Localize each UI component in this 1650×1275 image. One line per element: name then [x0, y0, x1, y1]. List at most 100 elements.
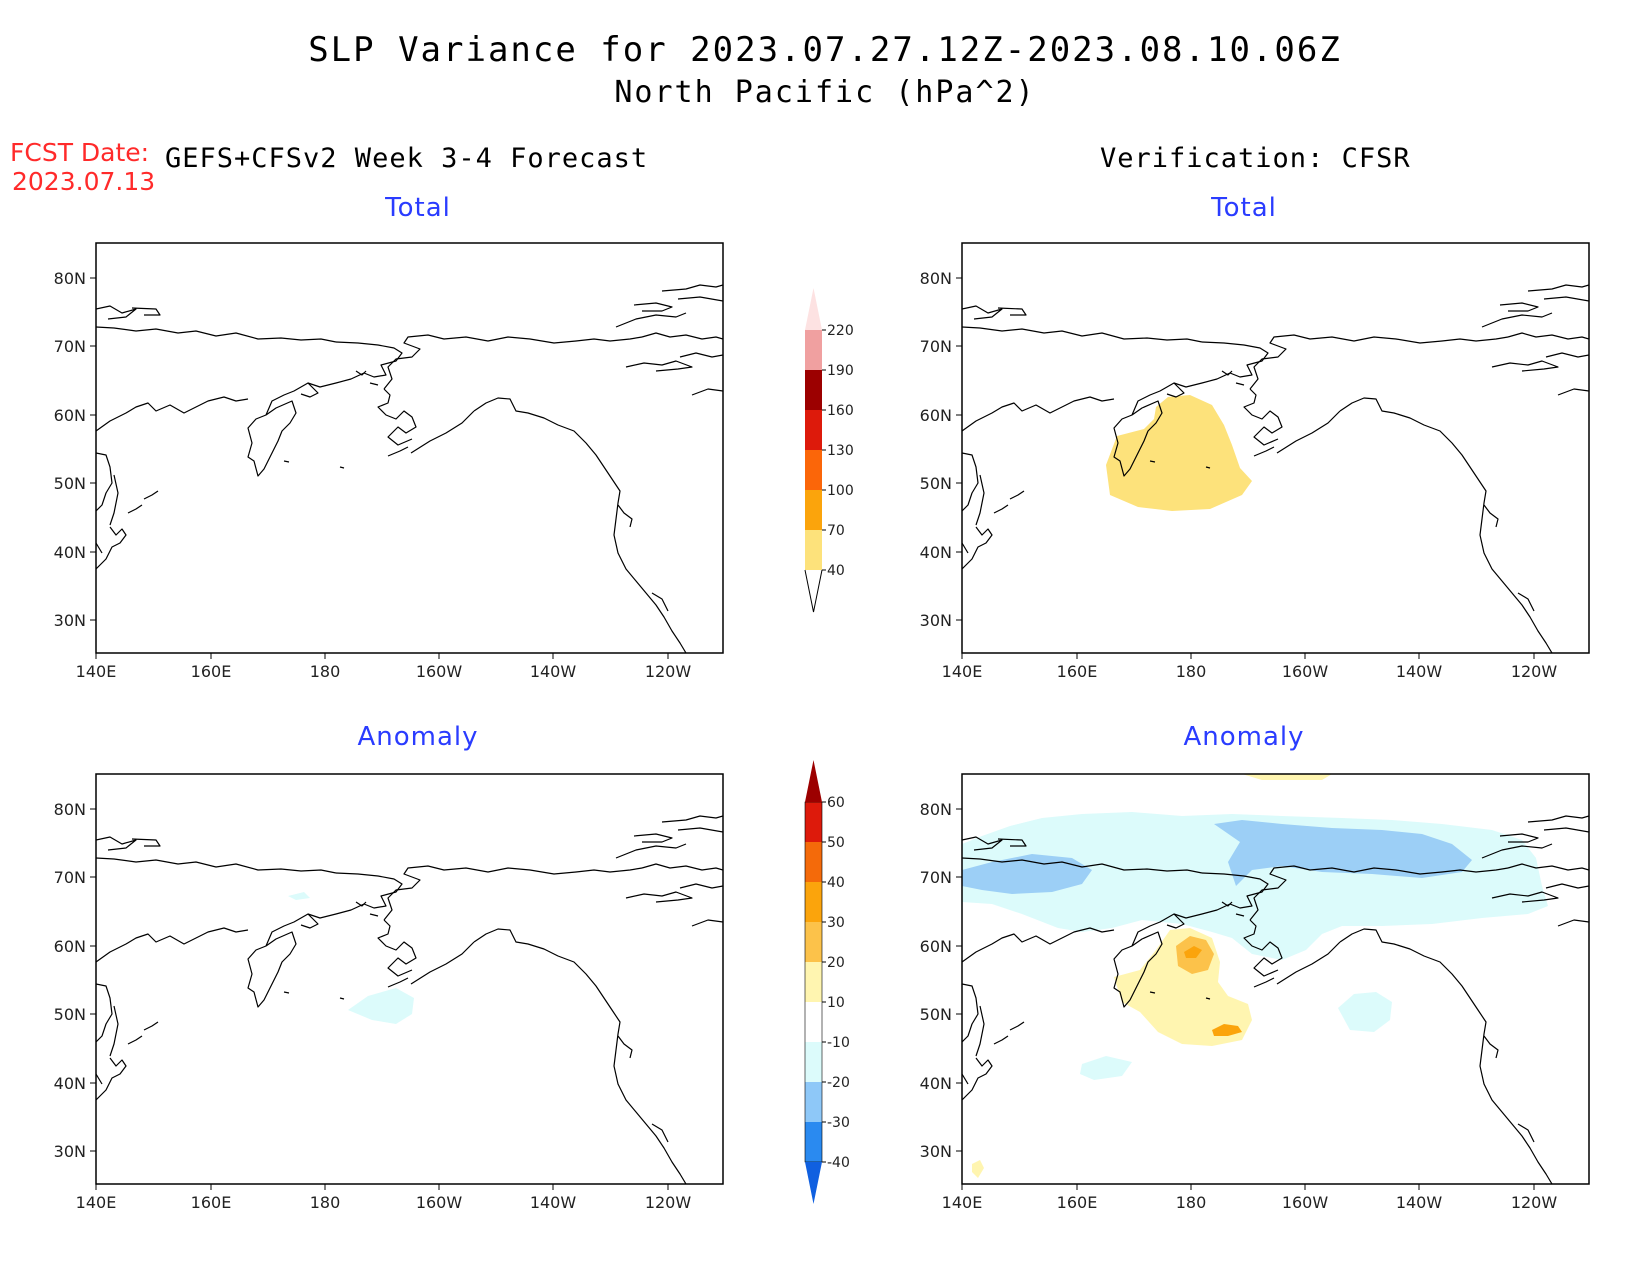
total-colorbar-swatch	[805, 450, 822, 490]
lon-tick-label: 160E	[1057, 1193, 1098, 1212]
lat-tick-label: 60N	[54, 937, 86, 956]
lat-tick-label: 80N	[54, 800, 86, 819]
lon-tick-label: 160W	[1282, 1193, 1329, 1212]
lat-tick-label: 30N	[54, 611, 86, 630]
anomaly-colorbar-swatch	[805, 1122, 822, 1162]
lon-tick-label: 140E	[942, 1193, 983, 1212]
lon-tick-label: 160E	[191, 1193, 232, 1212]
ver-anomaly-pos10-main	[1114, 928, 1252, 1046]
ver-total-map	[961, 242, 1590, 654]
total-colorbar-label: 160	[827, 403, 854, 419]
lon-tick-label: 120W	[1511, 662, 1558, 681]
lon-tick-label: 140W	[530, 662, 577, 681]
ver-total-40-contour	[1106, 395, 1252, 511]
total-colorbar-label: 190	[827, 363, 854, 379]
anomaly-colorbar-label: -40	[827, 1155, 850, 1171]
lon-tick-label: 180	[310, 1193, 341, 1212]
anomaly-colorbar-label: -20	[827, 1075, 850, 1091]
anomaly-colorbar-label: 40	[827, 875, 845, 891]
lon-tick-label: 180	[1176, 662, 1207, 681]
lon-tick-label: 140E	[76, 1193, 117, 1212]
main-subtitle: North Pacific (hPa^2)	[614, 75, 1036, 110]
forecast-heading: GEFS+CFSv2 Week 3-4 Forecast	[165, 143, 649, 174]
total-colorbar-top	[805, 288, 822, 330]
main-title: SLP Variance for 2023.07.27.12Z-2023.08.…	[308, 30, 1342, 70]
anomaly-colorbar-top	[805, 760, 822, 802]
lon-tick-label: 180	[1176, 1193, 1207, 1212]
ver-total-title: Total	[1211, 193, 1277, 223]
lon-tick-label: 160W	[416, 1193, 463, 1212]
ver-anomaly-pos10-sw	[972, 1160, 984, 1178]
lat-tick-label: 80N	[54, 269, 86, 288]
anomaly-colorbar-swatch	[805, 882, 822, 922]
ver-anomaly-title: Anomaly	[1183, 722, 1305, 752]
total-colorbar-label: 100	[827, 483, 854, 499]
lat-tick-label: 70N	[54, 868, 86, 887]
anomaly-colorbar-bottom	[805, 1162, 822, 1204]
anomaly-colorbar-label: 30	[827, 915, 845, 931]
total-colorbar-swatch	[805, 490, 822, 530]
fcst-date-value: 2023.07.13	[12, 167, 156, 196]
lon-tick-label: 140W	[1396, 662, 1443, 681]
lon-tick-label: 120W	[645, 1193, 692, 1212]
lon-tick-label: 160E	[191, 662, 232, 681]
fc-total-map	[95, 242, 724, 654]
lat-tick-label: 40N	[54, 1074, 86, 1093]
fc-anomaly-title: Anomaly	[357, 722, 479, 752]
lon-tick-label: 120W	[645, 662, 692, 681]
lat-tick-label: 70N	[920, 337, 952, 356]
lon-tick-label: 140E	[76, 662, 117, 681]
lat-tick-label: 60N	[920, 406, 952, 425]
anomaly-colorbar-label: 10	[827, 995, 845, 1011]
fc-anomaly-neg10-contour	[348, 988, 414, 1024]
ver-anomaly-pos20-south	[1212, 1024, 1242, 1036]
axes-layer: 80N 70N 60N 50N 40N 30N 140E 160E 180 160W 140W 120…	[54, 269, 1558, 1212]
anomaly-colorbar-swatch	[805, 1042, 822, 1082]
ver-anomaly-map	[961, 773, 1590, 1185]
lon-tick-label: 160E	[1057, 662, 1098, 681]
anomaly-colorbar-label: 20	[827, 955, 845, 971]
lat-tick-label: 30N	[920, 611, 952, 630]
anomaly-colorbar-swatch	[805, 802, 822, 842]
ver-anomaly-neg10-east	[1338, 992, 1392, 1032]
lat-tick-label: 40N	[54, 543, 86, 562]
total-colorbar-swatch	[805, 530, 822, 570]
lat-tick-label: 50N	[54, 1005, 86, 1024]
total-colorbar-swatch	[805, 330, 822, 370]
lat-tick-label: 30N	[54, 1142, 86, 1161]
ver-anomaly-pos10-north	[1242, 774, 1332, 780]
anomaly-colorbar-label: 60	[827, 795, 845, 811]
lat-tick-label: 50N	[920, 1005, 952, 1024]
anomaly-colorbar-swatch	[805, 1002, 822, 1042]
anomaly-colorbar-label: -10	[827, 1035, 850, 1051]
lon-tick-label: 160W	[416, 662, 463, 681]
fc-anomaly-map	[95, 773, 724, 1185]
lat-tick-label: 40N	[920, 543, 952, 562]
lon-tick-label: 180	[310, 662, 341, 681]
total-colorbar-swatch	[805, 370, 822, 410]
lon-tick-label: 160W	[1282, 662, 1329, 681]
lat-tick-label: 40N	[920, 1074, 952, 1093]
anomaly-colorbar-swatch	[805, 922, 822, 962]
ver-anomaly-pos30-core	[1184, 946, 1202, 958]
lon-tick-label: 140W	[530, 1193, 577, 1212]
lat-tick-label: 70N	[920, 868, 952, 887]
lon-tick-label: 140E	[942, 662, 983, 681]
total-colorbar-bottom	[804, 569, 823, 613]
ver-anomaly-neg20-arctic	[1214, 820, 1472, 886]
fcst-date-label: FCST Date:	[10, 138, 150, 167]
verification-heading: Verification: CFSR	[1100, 143, 1411, 174]
lat-tick-label: 80N	[920, 269, 952, 288]
lat-tick-label: 60N	[54, 406, 86, 425]
lat-tick-label: 60N	[920, 937, 952, 956]
ver-anomaly-neg20-west	[962, 854, 1092, 894]
anomaly-colorbar-label: -30	[827, 1115, 850, 1131]
lon-tick-label: 120W	[1511, 1193, 1558, 1212]
lat-tick-label: 50N	[920, 474, 952, 493]
total-colorbar-label: 40	[827, 563, 845, 579]
total-colorbar-label: 220	[827, 323, 854, 339]
anomaly-colorbar: -40 -30 -20 -10 10 20 30 40 50 60	[804, 760, 850, 1204]
anomaly-colorbar-label: 50	[827, 835, 845, 851]
lon-tick-label: 140W	[1396, 1193, 1443, 1212]
